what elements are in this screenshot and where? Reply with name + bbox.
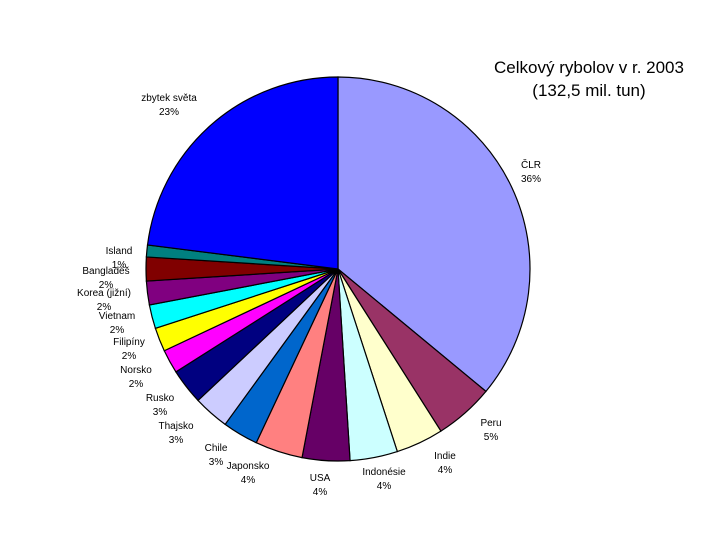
slice-label-pct: 2% bbox=[99, 280, 114, 291]
slice-label-pct: 4% bbox=[313, 487, 328, 498]
slice-label-pct: 4% bbox=[438, 465, 453, 476]
slice-label-name: Bangladéš bbox=[82, 266, 129, 277]
slice-label-pct: 2% bbox=[129, 379, 144, 390]
slice-label-name: Filipíny bbox=[113, 337, 145, 348]
slice-label-name: Japonsko bbox=[227, 461, 270, 472]
pie-labels: ČLR 36% Peru 5% Indie 4% Indonésie 4% USA 4% Japon… bbox=[77, 93, 541, 498]
slice-label-name: Thajsko bbox=[158, 421, 193, 432]
slice-label-name: Island bbox=[106, 246, 133, 257]
slice-label-pct: 3% bbox=[209, 457, 224, 468]
slice-label-name: zbytek světa bbox=[141, 93, 197, 104]
slice-label-name: Peru bbox=[480, 418, 501, 429]
slice-label-name: Korea (jižní) bbox=[77, 288, 131, 299]
slice-label-pct: 36% bbox=[521, 174, 541, 185]
slice-label-name: Vietnam bbox=[99, 311, 136, 322]
chart-title-line2: (132,5 mil. tun) bbox=[532, 81, 645, 100]
chart-title-line1: Celkový rybolov v r. 2003 bbox=[494, 58, 684, 77]
slice-label-name: Chile bbox=[205, 443, 228, 454]
pie-slices bbox=[145, 76, 531, 462]
slice-label-pct: 5% bbox=[484, 432, 499, 443]
slice-label-pct: 2% bbox=[110, 325, 125, 336]
slice-label-pct: 1% bbox=[112, 260, 127, 271]
slice-label-pct: 2% bbox=[122, 351, 137, 362]
pie-slice-0 bbox=[337, 76, 531, 393]
slice-label-pct: 3% bbox=[153, 407, 168, 418]
slice-label-name: Indonésie bbox=[362, 467, 406, 478]
slice-label-name: Rusko bbox=[146, 393, 175, 404]
slice-label-name: Norsko bbox=[120, 365, 152, 376]
slice-label-pct: 4% bbox=[241, 475, 256, 486]
slice-label-name: Indie bbox=[434, 451, 456, 462]
slice-label-name: USA bbox=[310, 473, 331, 484]
slice-label-pct: 23% bbox=[159, 107, 179, 118]
slice-label-pct: 4% bbox=[377, 481, 392, 492]
pie-slice-15 bbox=[146, 76, 339, 270]
slice-label-name: ČLR bbox=[521, 158, 541, 171]
slice-label-pct: 3% bbox=[169, 435, 184, 446]
slice-label-pct: 2% bbox=[97, 302, 112, 313]
